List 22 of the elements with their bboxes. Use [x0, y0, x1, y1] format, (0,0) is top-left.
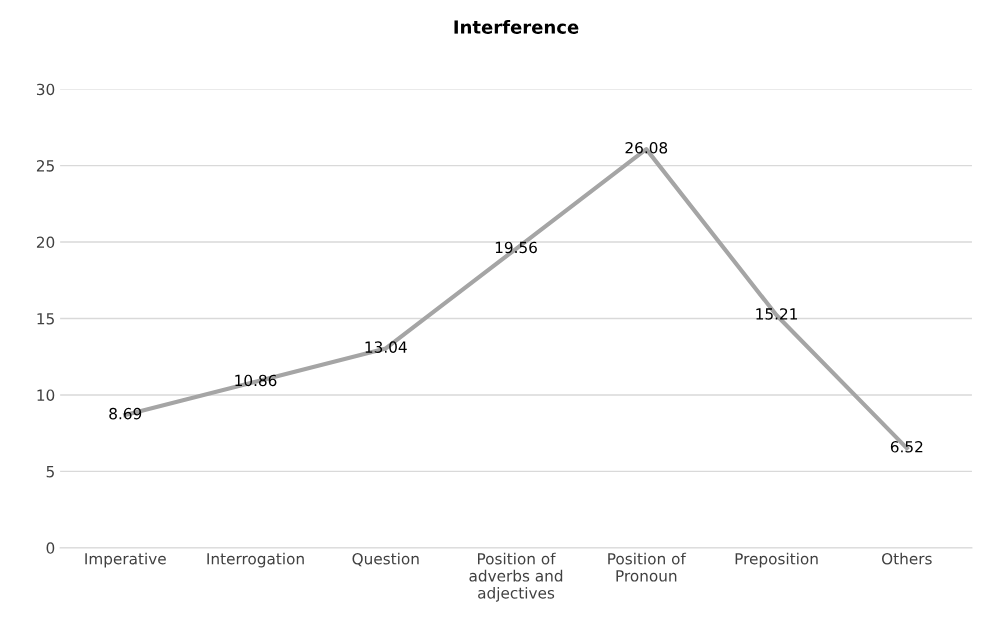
y-tick-label: 10: [37, 389, 55, 401]
data-label: 13.04: [365, 341, 407, 353]
x-tick-label: Question: [352, 552, 419, 567]
data-label: 15.21: [756, 308, 798, 320]
data-label: 19.56: [495, 241, 537, 254]
y-tick-label: 25: [36, 160, 54, 172]
data-label: 10.86: [235, 374, 277, 387]
y-tick-label: 0: [46, 542, 55, 554]
x-tick-label: Position of adverbs and adjectives: [469, 552, 563, 602]
y-tick-label: 15: [37, 313, 54, 325]
data-label: 6.52: [890, 441, 923, 453]
x-tick-label: Others: [882, 552, 932, 565]
x-tick-label: Preposition: [735, 552, 818, 568]
y-tick-label: 5: [46, 466, 54, 478]
data-label: 26.08: [625, 141, 668, 154]
x-tick-label: Position of Pronoun: [608, 552, 687, 582]
y-tick-label: 30: [36, 83, 55, 96]
x-tick-label: Interrogation: [207, 552, 304, 568]
x-tick-label: Imperative: [85, 552, 166, 568]
y-tick-label: 20: [36, 236, 55, 249]
chart-title: Interference: [454, 19, 579, 34]
data-label: 8.69: [109, 407, 142, 420]
